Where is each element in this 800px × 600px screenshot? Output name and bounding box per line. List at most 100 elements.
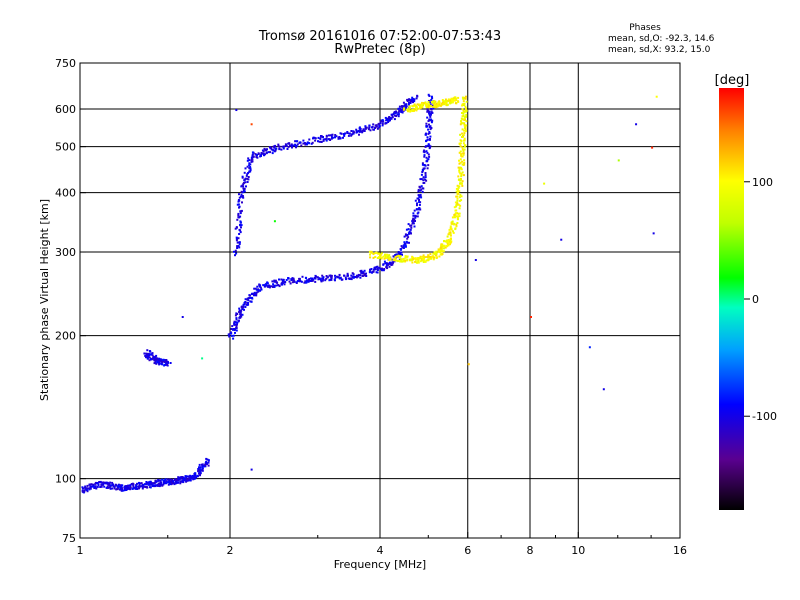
data-point — [416, 215, 419, 218]
data-point — [457, 178, 460, 181]
data-point — [266, 282, 269, 285]
data-point — [98, 481, 101, 483]
data-point — [150, 358, 152, 361]
data-point — [429, 253, 432, 256]
data-point — [273, 286, 276, 288]
data-point — [417, 261, 420, 264]
data-point — [374, 266, 377, 269]
data-point — [239, 221, 242, 224]
data-point — [458, 215, 461, 218]
data-point — [330, 274, 333, 277]
data-point — [406, 234, 409, 236]
data-point — [235, 317, 238, 320]
data-point — [322, 277, 325, 280]
data-point — [140, 482, 143, 485]
data-point — [242, 189, 245, 192]
data-point — [243, 187, 246, 190]
data-point — [273, 220, 276, 223]
data-point — [298, 280, 301, 283]
data-point — [426, 138, 429, 141]
data-point — [278, 147, 281, 150]
data-point — [373, 268, 375, 271]
data-point — [459, 172, 462, 175]
data-point — [441, 103, 444, 106]
data-point — [461, 104, 464, 107]
data-point — [273, 279, 276, 282]
data-point — [272, 285, 275, 288]
data-point — [387, 263, 389, 266]
data-point — [423, 151, 426, 154]
data-point — [428, 99, 431, 102]
data-point — [246, 165, 249, 168]
data-point — [428, 123, 430, 126]
data-point — [291, 281, 294, 284]
data-point — [407, 236, 410, 239]
data-point — [193, 476, 196, 478]
x-tick-label: 2 — [227, 544, 234, 557]
data-point — [106, 481, 109, 484]
data-point — [412, 214, 415, 217]
data-point — [331, 133, 334, 136]
data-point — [249, 170, 252, 173]
data-point — [325, 275, 328, 277]
data-point — [129, 486, 132, 489]
data-point — [404, 233, 407, 236]
data-point — [467, 363, 470, 366]
data-point — [459, 145, 462, 148]
data-point — [432, 107, 435, 110]
data-point — [454, 214, 457, 217]
data-point — [408, 241, 410, 244]
data-point — [311, 141, 314, 144]
data-point — [166, 360, 169, 363]
data-point — [415, 208, 418, 211]
data-point — [460, 117, 463, 120]
data-point — [248, 159, 251, 162]
data-point — [369, 253, 371, 256]
data-point — [325, 137, 328, 140]
data-point — [313, 136, 316, 139]
data-point — [289, 282, 292, 285]
data-point — [460, 121, 463, 124]
data-point — [416, 204, 418, 207]
data-point — [129, 485, 132, 488]
data-point — [268, 146, 271, 148]
data-point — [352, 276, 355, 279]
data-point — [129, 484, 132, 487]
y-tick-label: 100 — [55, 473, 76, 486]
data-point — [402, 244, 405, 247]
data-point — [405, 105, 408, 108]
x-axis-label: Frequency [MHz] — [334, 558, 426, 571]
data-point — [164, 363, 167, 366]
data-point — [354, 276, 356, 278]
data-point — [419, 178, 422, 181]
data-point — [108, 484, 111, 487]
data-point — [320, 140, 323, 143]
data-point — [459, 182, 462, 185]
data-point — [412, 220, 415, 223]
data-point — [132, 483, 135, 486]
data-point — [166, 364, 169, 367]
data-point — [368, 270, 371, 273]
data-point — [372, 256, 375, 259]
data-point — [148, 356, 151, 359]
data-point — [461, 163, 464, 166]
data-point — [407, 103, 410, 106]
data-point — [459, 158, 462, 161]
data-point — [413, 103, 416, 106]
x-tick-label: 10 — [571, 544, 585, 557]
data-point — [370, 268, 373, 270]
data-point — [249, 300, 252, 303]
data-point — [453, 215, 456, 218]
data-point — [338, 273, 341, 276]
data-point — [309, 277, 312, 280]
data-point — [372, 128, 375, 131]
data-point — [172, 481, 175, 484]
data-point — [416, 202, 418, 205]
data-point — [457, 188, 459, 191]
data-point — [141, 486, 144, 489]
data-point — [458, 196, 461, 199]
data-point — [399, 251, 402, 254]
data-point — [274, 279, 277, 282]
data-point — [155, 480, 158, 483]
data-point — [246, 181, 249, 183]
